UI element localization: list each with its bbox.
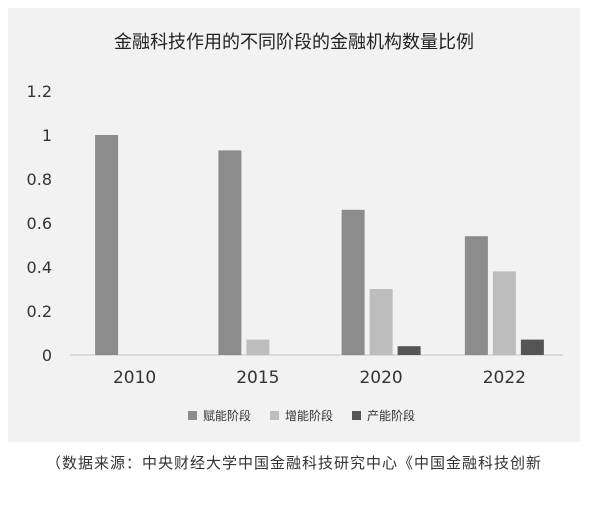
y-tick-label: 1.2 <box>27 82 52 101</box>
legend-label: 增能阶段 <box>285 408 333 423</box>
bar-2020-0 <box>341 209 365 355</box>
chart-title: 金融科技作用的不同阶段的金融机构数量比例 <box>114 32 474 53</box>
y-tick-label: 0.8 <box>27 170 52 189</box>
x-tick-label: 2022 <box>483 368 526 388</box>
legend-label: 产能阶段 <box>367 408 415 423</box>
legend-label: 赋能阶段 <box>203 408 251 423</box>
x-tick-label: 2015 <box>236 368 279 388</box>
x-tick-label: 2010 <box>113 368 156 388</box>
legend-swatch-0 <box>188 411 197 420</box>
bar-chart: 金融科技作用的不同阶段的金融机构数量比例 1.2 1 0.8 0.6 0.4 0.2 0 201… <box>27 32 563 423</box>
y-tick-label: 0.4 <box>27 258 52 277</box>
y-tick-label: 0 <box>42 346 52 365</box>
bar-2020-2 <box>397 346 421 355</box>
legend-swatch-1 <box>270 411 279 420</box>
x-tick-label: 2020 <box>359 368 402 388</box>
y-tick-label: 0.2 <box>27 302 52 321</box>
bar-2015-0 <box>218 150 242 355</box>
bar-2022-0 <box>464 236 488 355</box>
y-tick-label: 0.6 <box>27 214 52 233</box>
bar-2022-2 <box>520 339 544 355</box>
bar-2020-1 <box>369 289 393 355</box>
bar-2015-1 <box>246 339 270 355</box>
bar-2010-0 <box>95 135 119 355</box>
legend-swatch-2 <box>352 411 361 420</box>
source-note: （数据来源：中央财经大学中国金融科技研究中心《中国金融科技创新 <box>46 454 543 472</box>
chart-panel: 金融科技作用的不同阶段的金融机构数量比例 1.2 1 0.8 0.6 0.4 0.2 0 201… <box>8 8 580 442</box>
bar-2022-1 <box>492 271 516 355</box>
y-tick-label: 1 <box>42 126 52 145</box>
